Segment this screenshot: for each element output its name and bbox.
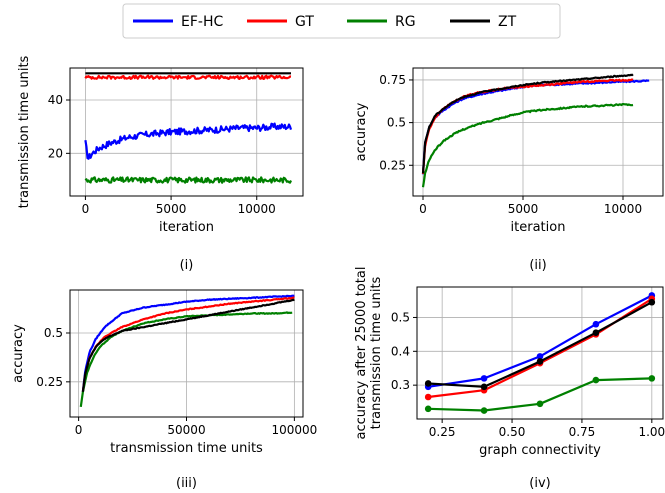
panel-ii-accuracy-vs-iteration: 0 5000 10000 0.25 0.5 0.75 iteration accuracy (i… xyxy=(354,67,664,273)
series-point-ef-hc xyxy=(592,320,600,328)
y-axis-label: accuracy xyxy=(354,102,369,161)
y-tick-label: 0.75 xyxy=(379,73,406,87)
series-point-rg xyxy=(424,405,432,413)
x-axis-label: iteration xyxy=(159,220,214,235)
series-point-zt xyxy=(648,298,656,306)
x-tick-label: 0.25 xyxy=(429,425,456,439)
plot-area xyxy=(421,73,650,188)
axes-frame xyxy=(69,67,304,197)
panel-caption: (i) xyxy=(180,258,194,273)
legend: EF-HC GT RG ZT xyxy=(122,3,561,39)
x-tick-label: 0 xyxy=(419,202,427,216)
x-axis-label: transmission time units xyxy=(110,441,263,456)
series-line-ef-hc xyxy=(81,294,295,392)
series-line-zt xyxy=(81,298,295,392)
y-axis-label-line-2: transmission time units xyxy=(369,276,384,429)
series-line-rg xyxy=(421,103,634,188)
y-axis-label: transmission time units xyxy=(17,55,32,208)
y-tick-label: 0.5 xyxy=(44,326,63,340)
legend-label-gt: GT xyxy=(295,14,314,30)
series-point-zt xyxy=(592,329,600,336)
y-tick-label: 0.25 xyxy=(36,375,63,389)
x-tick-label: 0 xyxy=(75,423,83,437)
y-axis-label-line-1: accuracy after 25000 total xyxy=(354,267,369,440)
panel-i-transmission-time: 0 5000 10000 20 40 iteration transmission time… xyxy=(17,55,304,273)
x-tick-label: 100000 xyxy=(271,423,317,437)
series-line-ef-hc xyxy=(84,122,293,160)
series-point-ef-hc xyxy=(480,375,488,382)
legend-frame xyxy=(122,3,561,39)
x-tick-label: 10000 xyxy=(238,202,276,216)
x-tick-label: 5000 xyxy=(508,202,539,216)
x-axis-label: iteration xyxy=(511,220,566,235)
plot-area xyxy=(424,292,656,414)
series-line-gt xyxy=(81,296,295,392)
y-tick-label: 0.5 xyxy=(391,310,410,324)
series-point-rg xyxy=(536,400,544,408)
y-tick-label: 0.3 xyxy=(391,378,410,392)
series-line-gt xyxy=(84,74,292,80)
y-axis-label: accuracy xyxy=(11,324,26,383)
panel-caption: (ii) xyxy=(529,258,546,273)
series-point-zt xyxy=(480,383,488,391)
series-point-zt xyxy=(424,380,432,387)
y-tick-label: 20 xyxy=(48,146,63,160)
x-tick-label: 50000 xyxy=(167,423,205,437)
x-tick-label: 1.00 xyxy=(638,425,665,439)
panel-caption: (iv) xyxy=(529,476,550,491)
x-tick-label: 10000 xyxy=(604,202,642,216)
series-point-gt xyxy=(424,393,432,401)
series-line-ef-hc xyxy=(428,294,653,388)
series-line-zt xyxy=(428,301,653,388)
panel-iv-accuracy-vs-connectivity: 0.25 0.50 0.75 1.00 0.3 0.4 0.5 graph connectiv… xyxy=(354,267,665,491)
legend-label-zt: ZT xyxy=(498,14,517,30)
y-tick-label: 0.4 xyxy=(391,344,410,358)
axes-frame xyxy=(416,286,664,420)
x-tick-label: 0 xyxy=(82,202,90,216)
y-tick-label: 0.25 xyxy=(379,158,406,172)
legend-label-rg: RG xyxy=(395,14,416,30)
plot-area xyxy=(79,294,295,408)
series-line-rg xyxy=(84,176,292,184)
series-point-rg xyxy=(480,407,488,414)
series-line-gt xyxy=(421,78,634,174)
series-point-ef-hc xyxy=(536,353,544,360)
plot-area xyxy=(84,72,293,184)
series-line-ef-hc xyxy=(421,79,650,175)
series-line-zt xyxy=(421,73,634,174)
y-tick-label: 0.5 xyxy=(387,116,406,130)
panel-iii-accuracy-vs-transmission: 0 50000 100000 0.25 0.5 transmission time uni… xyxy=(11,289,317,491)
x-tick-label: 5000 xyxy=(156,202,187,216)
legend-label-ef-hc: EF-HC xyxy=(181,14,223,30)
axes-frame xyxy=(412,67,664,197)
series-point-rg xyxy=(648,375,656,382)
x-tick-label: 0.75 xyxy=(569,425,596,439)
series-point-zt xyxy=(536,358,544,365)
y-tick-label: 40 xyxy=(48,93,63,107)
series-point-rg xyxy=(592,376,600,384)
x-axis-label: graph connectivity xyxy=(479,443,601,458)
x-tick-label: 0.50 xyxy=(499,425,526,439)
panel-caption: (iii) xyxy=(176,476,197,491)
